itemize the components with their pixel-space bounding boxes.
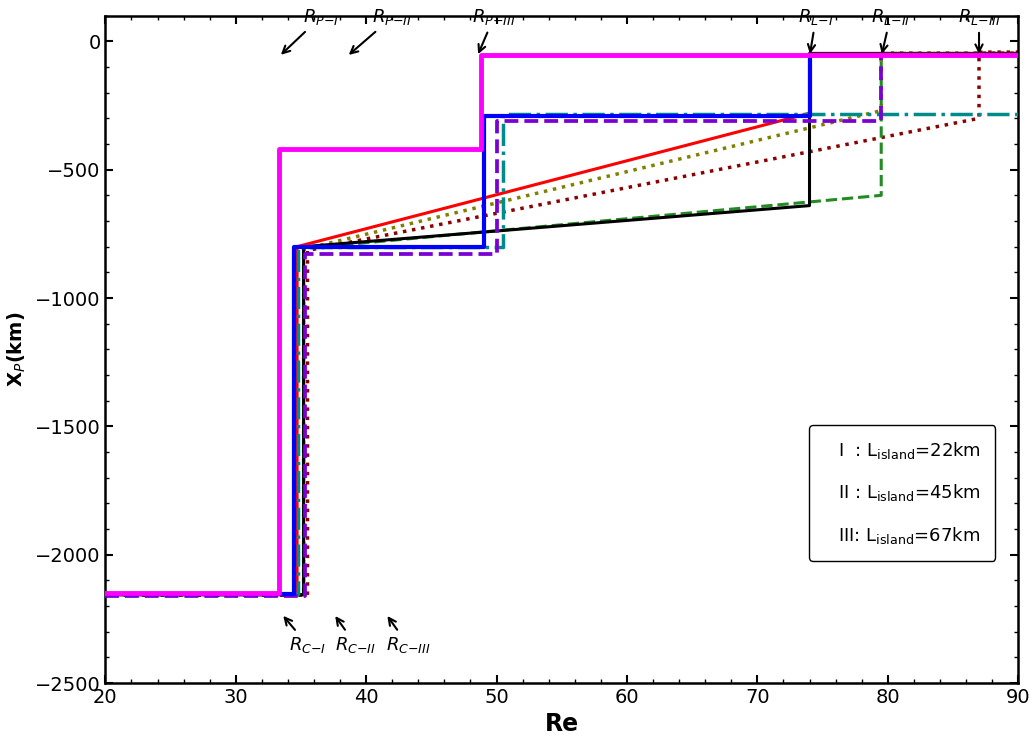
Text: $R_{C\mathsf{-}I}$: $R_{C\mathsf{-}I}$	[285, 617, 326, 654]
Text: $R_{L\mathsf{-}I}$: $R_{L\mathsf{-}I}$	[799, 7, 834, 52]
X-axis label: Re: Re	[545, 712, 579, 737]
Y-axis label: X$_P$(km): X$_P$(km)	[5, 312, 28, 387]
Text: $R_{C\mathsf{-}III}$: $R_{C\mathsf{-}III}$	[385, 618, 430, 654]
Text: $R_{L\mathsf{-}II}$: $R_{L\mathsf{-}II}$	[870, 7, 910, 52]
Text: $R_{L\mathsf{-}III}$: $R_{L\mathsf{-}III}$	[957, 7, 1001, 52]
Legend: $\mathregular{I}$  : $\mathregular{L_{island}}$=22km, $\mathregular{II}$ : $\mat: $\mathregular{I}$ : $\mathregular{L_{isl…	[809, 425, 996, 560]
Text: $R_{P\mathsf{-}III}$: $R_{P\mathsf{-}III}$	[472, 7, 516, 52]
Text: $R_{C\mathsf{-}II}$: $R_{C\mathsf{-}II}$	[336, 618, 376, 654]
Text: $R_{P\mathsf{-}I}$: $R_{P\mathsf{-}I}$	[283, 7, 339, 53]
Text: $R_{P\mathsf{-}II}$: $R_{P\mathsf{-}II}$	[350, 7, 412, 53]
